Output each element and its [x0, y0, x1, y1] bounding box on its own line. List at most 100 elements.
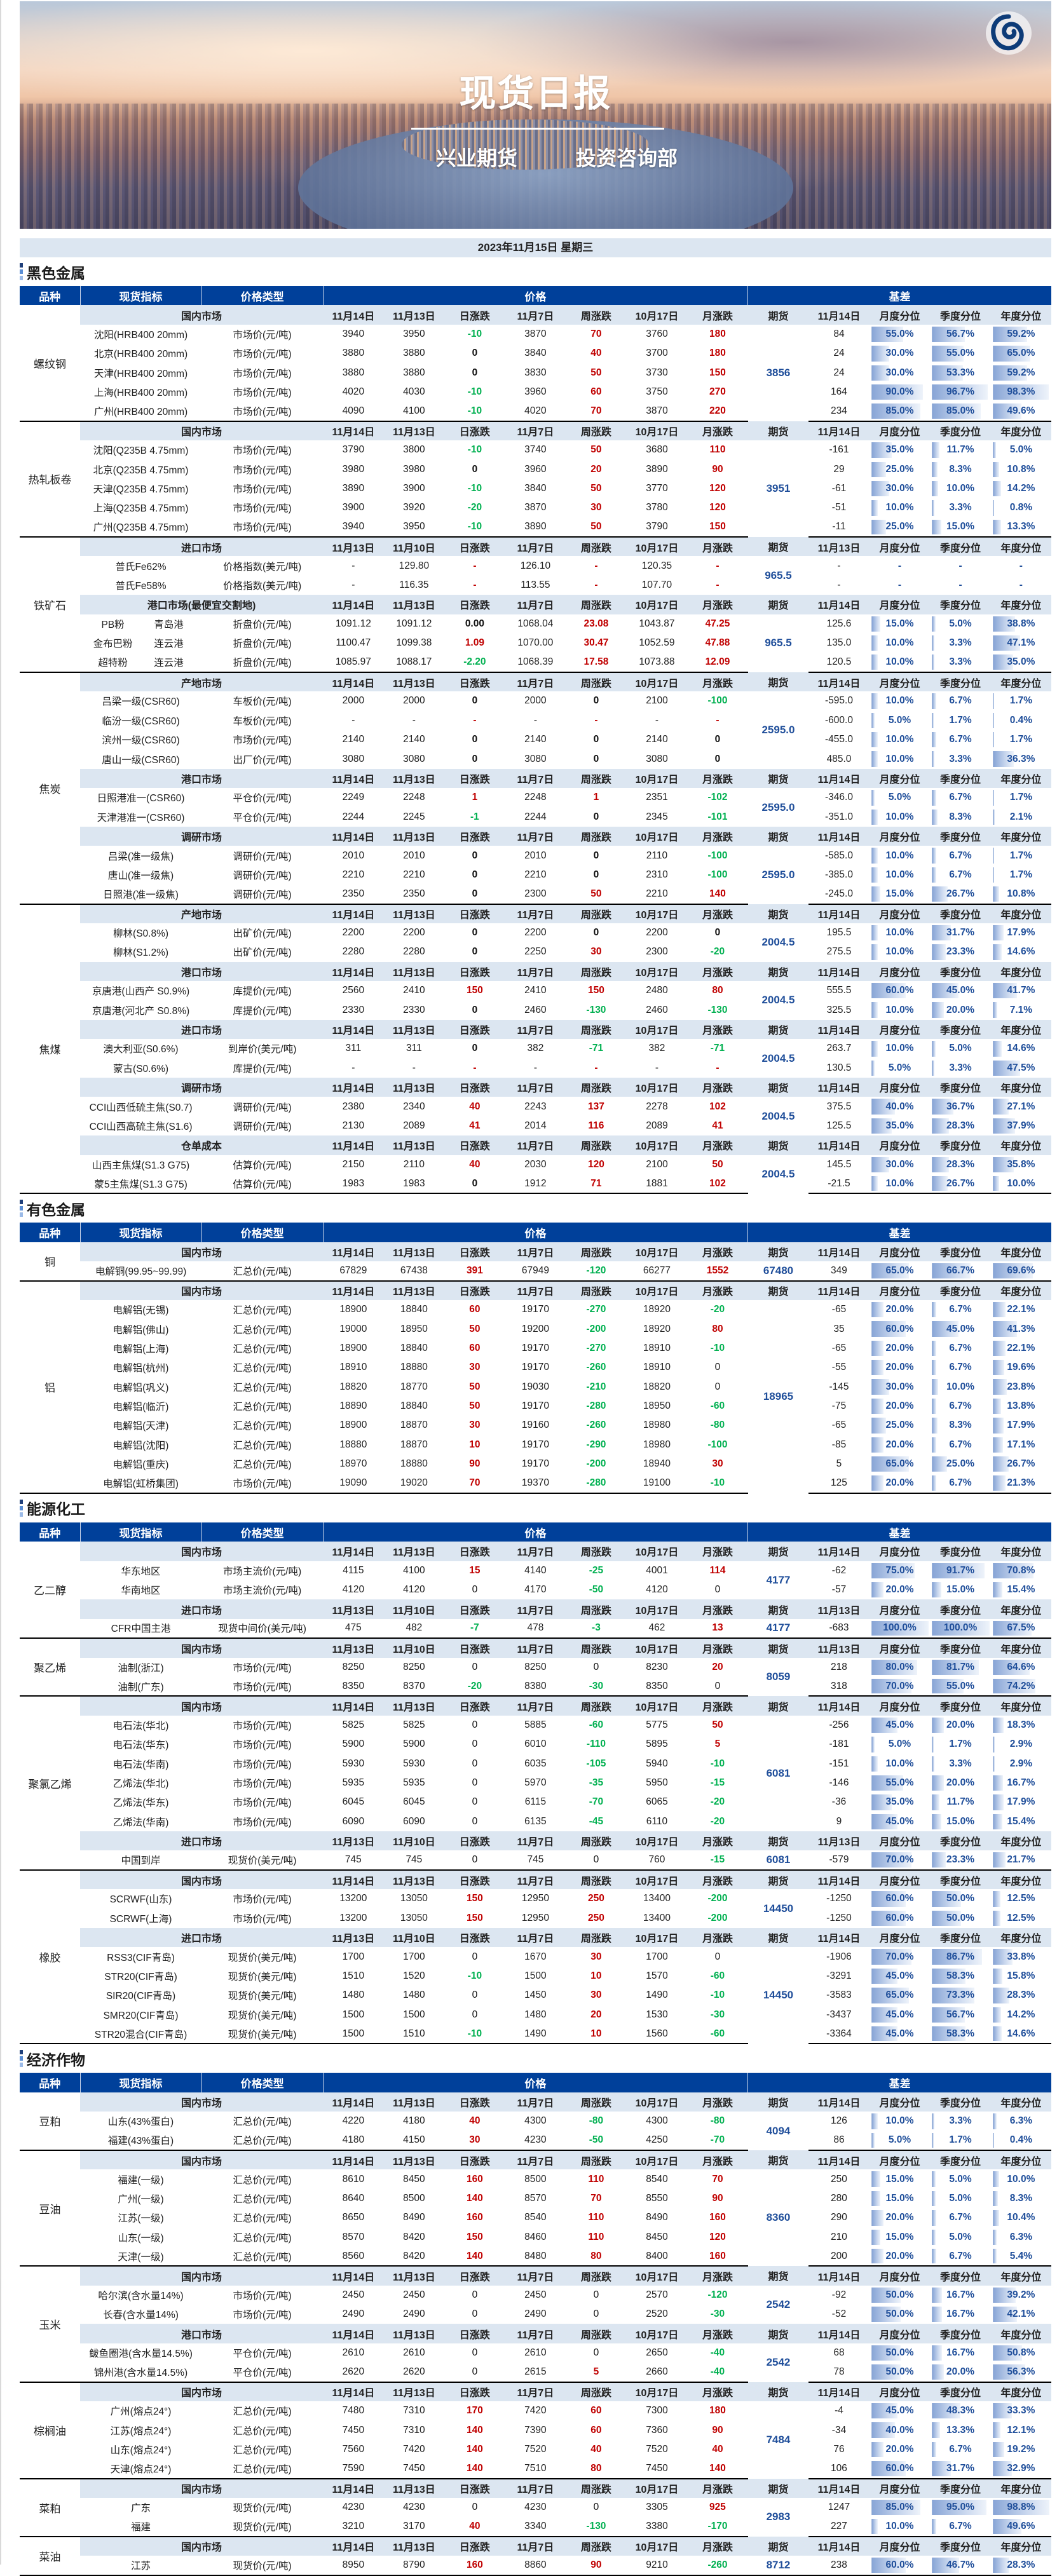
date-col: 10月17日: [626, 1242, 688, 1262]
monthly-percentile: 30.0%: [870, 344, 931, 363]
percentile-bar: [992, 1678, 1035, 1694]
section-1: 黑色金属 品种 现货指标 价格类型 价格 基差 螺纹钢 国内市场 11月14日 11月13日 日涨跌…: [20, 257, 1051, 1195]
percentile-bar: [932, 1398, 937, 1414]
day-change-header: 日涨跌: [444, 1638, 505, 1658]
yearly-percentile: 15.4%: [991, 1580, 1051, 1599]
yearly-percentile: 22.1%: [991, 1339, 1051, 1358]
price-week: 745: [505, 1850, 566, 1871]
price-d2: 5825: [403, 1719, 425, 1730]
price-d2: 4120: [403, 1584, 425, 1596]
percentile-bar: [871, 2190, 881, 2207]
percentile-bar: [871, 1156, 889, 1172]
monthly-percentile-header: 月度分位: [869, 961, 931, 982]
month-change-header: 月涨跌: [687, 2150, 748, 2170]
data-row: 电石法(华东) 市场价(元/吨) 5900 5900 0 6010 -110 5895 5 -18…: [20, 1735, 1051, 1754]
day-change: 0: [472, 1584, 478, 1596]
basis-date-header: 11月14日: [808, 1696, 870, 1716]
price-type: 市场价(元/吨): [233, 445, 292, 457]
spot-indicator: STR20混合(CIF青岛): [80, 2024, 202, 2045]
price-type: 现货价(美元/吨): [228, 1952, 297, 1963]
basis-value: 275.5: [826, 946, 852, 958]
percentile-bar: [932, 1659, 979, 1675]
date-col: 10月17日: [626, 2478, 688, 2498]
date-col: 11月7日: [505, 1638, 566, 1658]
week-change-header: 周涨跌: [566, 1869, 627, 1890]
spot-indicator: 广州(一级): [118, 2193, 164, 2205]
price-d1: 13200: [339, 1912, 367, 1923]
yearly-percentile: 17.9%: [991, 1416, 1051, 1435]
percentile-bar: [932, 731, 937, 748]
week-change: 0: [593, 2347, 599, 2359]
price-d2: 3900: [403, 483, 425, 494]
price-d2: 3880: [403, 348, 425, 359]
monthly-percentile: 15.0%: [870, 2228, 931, 2247]
spot-indicator: 广州(HRB400 20mm): [80, 402, 202, 422]
yearly-percentile-text: 17.9%: [1007, 927, 1035, 939]
month-change: 30: [712, 1458, 723, 1470]
week-change-header: 周涨跌: [566, 2478, 627, 2498]
header-indicator: 现货指标: [80, 1223, 202, 1242]
price-month: 18820: [643, 1381, 671, 1392]
percentile-bar: [871, 519, 887, 535]
yearly-percentile-text: 98.3%: [1007, 386, 1035, 398]
date-col: 11月13日: [383, 1280, 445, 1300]
monthly-percentile: 15.0%: [870, 2169, 931, 2188]
week-change: 60: [590, 2405, 602, 2417]
percentile-bar: [871, 1456, 909, 1472]
yearly-percentile-text: 0.4%: [1009, 2134, 1033, 2146]
percentile-bar: [871, 635, 878, 651]
day-change: 0: [472, 1758, 478, 1769]
price-d2: 18840: [400, 1304, 428, 1315]
date-col: 11月7日: [505, 1078, 566, 1097]
yearly-percentile: 21.7%: [990, 1850, 1051, 1871]
week-change: 70: [590, 328, 602, 339]
percentile-bar: [992, 1002, 998, 1018]
week-change-header: 周涨跌: [566, 2324, 627, 2343]
basis-value: -: [837, 560, 841, 571]
month-change: 12.09: [687, 653, 748, 673]
week-change-header: 周涨跌: [566, 537, 627, 557]
date-col: 11月7日: [505, 961, 566, 982]
data-row: 电解铝(上海) 汇总价(元/吨) 18900 18840 60 19170 -270 1891…: [20, 1339, 1051, 1358]
quarterly-percentile: 10.0%: [930, 479, 991, 498]
monthly-percentile-text: -: [897, 560, 902, 571]
variety-label: 菜粕: [20, 2478, 81, 2537]
price-type: 市场价(元/吨): [201, 1474, 324, 1494]
market-label: 国内市场: [80, 1638, 324, 1658]
monthly-percentile: 15.0%: [870, 2189, 931, 2208]
yearly-percentile-text: 2.9%: [1009, 1758, 1033, 1769]
percentile-bar: [871, 1910, 906, 1927]
market-label: 国内市场: [80, 1542, 324, 1561]
monthly-percentile: 5.0%: [870, 1735, 931, 1754]
percentile-bar: [932, 1360, 937, 1376]
futures-price: 8712: [747, 2556, 809, 2576]
week-change: -50: [566, 2131, 627, 2151]
yearly-percentile: 36.3%: [991, 749, 1051, 768]
monthly-percentile: 55.0%: [870, 325, 931, 344]
monthly-percentile-text: 40.0%: [885, 1101, 914, 1112]
price-month: -: [655, 714, 659, 726]
basis-date-header: 11月14日: [808, 2382, 870, 2402]
day-change: 1: [472, 792, 478, 803]
yearly-percentile-header: 年度分位: [990, 768, 1051, 789]
percentile-bar: [992, 2229, 997, 2245]
week-change-header: 周涨跌: [566, 1280, 627, 1300]
basis-value: -34: [831, 2424, 847, 2436]
yearly-percentile-header: 年度分位: [990, 2478, 1051, 2498]
percentile-bar: [932, 2171, 936, 2187]
week-change: 80: [566, 2459, 627, 2479]
monthly-percentile: 35.0%: [870, 1793, 931, 1812]
basis-value: -61: [831, 483, 847, 494]
yearly-percentile: 10.8%: [990, 885, 1051, 905]
percentile-bar: [871, 2422, 895, 2438]
price-type: 调研价(元/吨): [233, 1121, 292, 1132]
price-d1: 19000: [339, 1323, 367, 1334]
monthly-percentile: 70.0%: [869, 1850, 931, 1871]
data-row: 上海(HRB400 20mm) 市场价(元/吨) 4020 4030 -10 3960 60…: [20, 383, 1051, 402]
price-month: 19100: [626, 1474, 688, 1494]
yearly-percentile-header: 年度分位: [990, 1019, 1051, 1040]
quarterly-percentile-text: 36.7%: [946, 1101, 974, 1112]
data-row: 天津(HRB400 20mm) 市场价(元/吨) 3880 3880 0 3830 50 37…: [20, 363, 1051, 383]
percentile-bar: [932, 1321, 958, 1337]
month-change: 13: [687, 1618, 748, 1639]
